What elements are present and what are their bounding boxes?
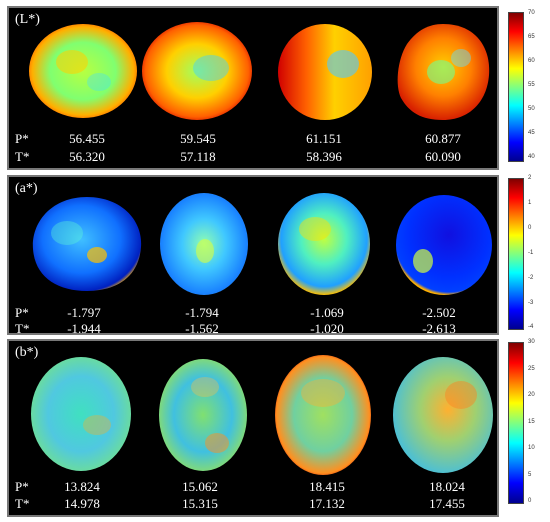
- colorbar-tick: 1: [528, 200, 532, 206]
- t-value: 57.118: [180, 149, 216, 164]
- colorbar-tick: -1: [528, 250, 534, 256]
- p-row-label: P*: [15, 479, 29, 494]
- p-value: 60.877: [425, 131, 461, 146]
- p-value: 13.824: [64, 479, 100, 494]
- colorbar-tick: -2: [528, 275, 534, 281]
- sample-image-10: [159, 359, 247, 471]
- colorbar-tick: 5: [528, 472, 532, 478]
- p-row-label: P*: [15, 131, 29, 146]
- t-value: 14.978: [64, 496, 100, 511]
- colorbar-lightness: [508, 12, 524, 162]
- p-value: -2.502: [422, 305, 456, 320]
- sample-image-5: [32, 197, 142, 291]
- t-row-label: T*: [15, 149, 30, 164]
- panel-yellowness: (b*) P* T* 13.824 15.062 18.415 18.024 1…: [7, 339, 499, 517]
- p-value: 61.151: [306, 131, 342, 146]
- t-row-label: T*: [15, 496, 30, 511]
- t-value: 60.090: [425, 149, 461, 164]
- colorbar-tick: 50: [528, 106, 535, 112]
- t-row-label: T*: [15, 321, 30, 336]
- colorbar-redness: [508, 178, 524, 330]
- t-value: -1.020: [310, 321, 344, 336]
- colorbar-tick: 30: [528, 339, 535, 345]
- sample-image-6: [160, 193, 248, 295]
- t-value: -1.944: [67, 321, 101, 336]
- p-value: -1.069: [310, 305, 344, 320]
- p-value: 59.545: [180, 131, 216, 146]
- colorbar-tick: -4: [528, 324, 534, 330]
- p-value: 18.024: [429, 479, 465, 494]
- t-value: -1.562: [185, 321, 219, 336]
- p-value: 56.455: [69, 131, 105, 146]
- t-value: 17.455: [429, 496, 465, 511]
- colorbar-tick: 0: [528, 225, 532, 231]
- p-value: 18.415: [309, 479, 345, 494]
- panel-label: (b*): [15, 345, 39, 360]
- p-value: -1.794: [185, 305, 219, 320]
- panel-label: (L*): [15, 12, 40, 27]
- t-value: 56.320: [69, 149, 105, 164]
- sample-image-9: [31, 357, 131, 471]
- sample-image-8: [396, 195, 492, 295]
- panel-redness: (a*) P* T* -1.797 -1.794 -1.069 -2.502 -…: [7, 175, 499, 336]
- sample-image-7: [278, 193, 370, 295]
- p-value: -1.797: [67, 305, 101, 320]
- colorbar-tick: 70: [528, 10, 535, 16]
- p-row-label: P*: [15, 305, 29, 320]
- colorbar-tick: 45: [528, 130, 535, 136]
- colorbar-tick: 25: [528, 366, 535, 372]
- colorbar-tick: 10: [528, 445, 535, 451]
- sample-image-12: [393, 357, 493, 473]
- t-value: 17.132: [309, 496, 345, 511]
- colorbar-tick: 55: [528, 82, 535, 88]
- colorbar-yellowness: [508, 342, 524, 504]
- colorbar-tick: 60: [528, 58, 535, 64]
- t-value: 15.315: [182, 496, 218, 511]
- t-value: 58.396: [306, 149, 342, 164]
- panel-lightness: (L*) P* T* 56.455 59.545 61.151 60.877 5…: [7, 6, 499, 170]
- colorbar-tick: 15: [528, 419, 535, 425]
- colorbar-tick: 40: [528, 154, 535, 160]
- colorbar-tick: 2: [528, 175, 532, 181]
- sample-image-11: [275, 355, 371, 475]
- panel-label: (a*): [15, 181, 38, 196]
- sample-image-1: [29, 24, 137, 118]
- colorbar-tick: 20: [528, 392, 535, 398]
- sample-image-2: [142, 22, 252, 120]
- colorbar-tick: 0: [528, 498, 532, 504]
- p-value: 15.062: [182, 479, 218, 494]
- colorbar-tick: -3: [528, 300, 534, 306]
- colorbar-tick: 65: [528, 34, 535, 40]
- t-value: -2.613: [422, 321, 456, 336]
- sample-image-3: [278, 24, 372, 120]
- sample-image-4: [397, 24, 490, 120]
